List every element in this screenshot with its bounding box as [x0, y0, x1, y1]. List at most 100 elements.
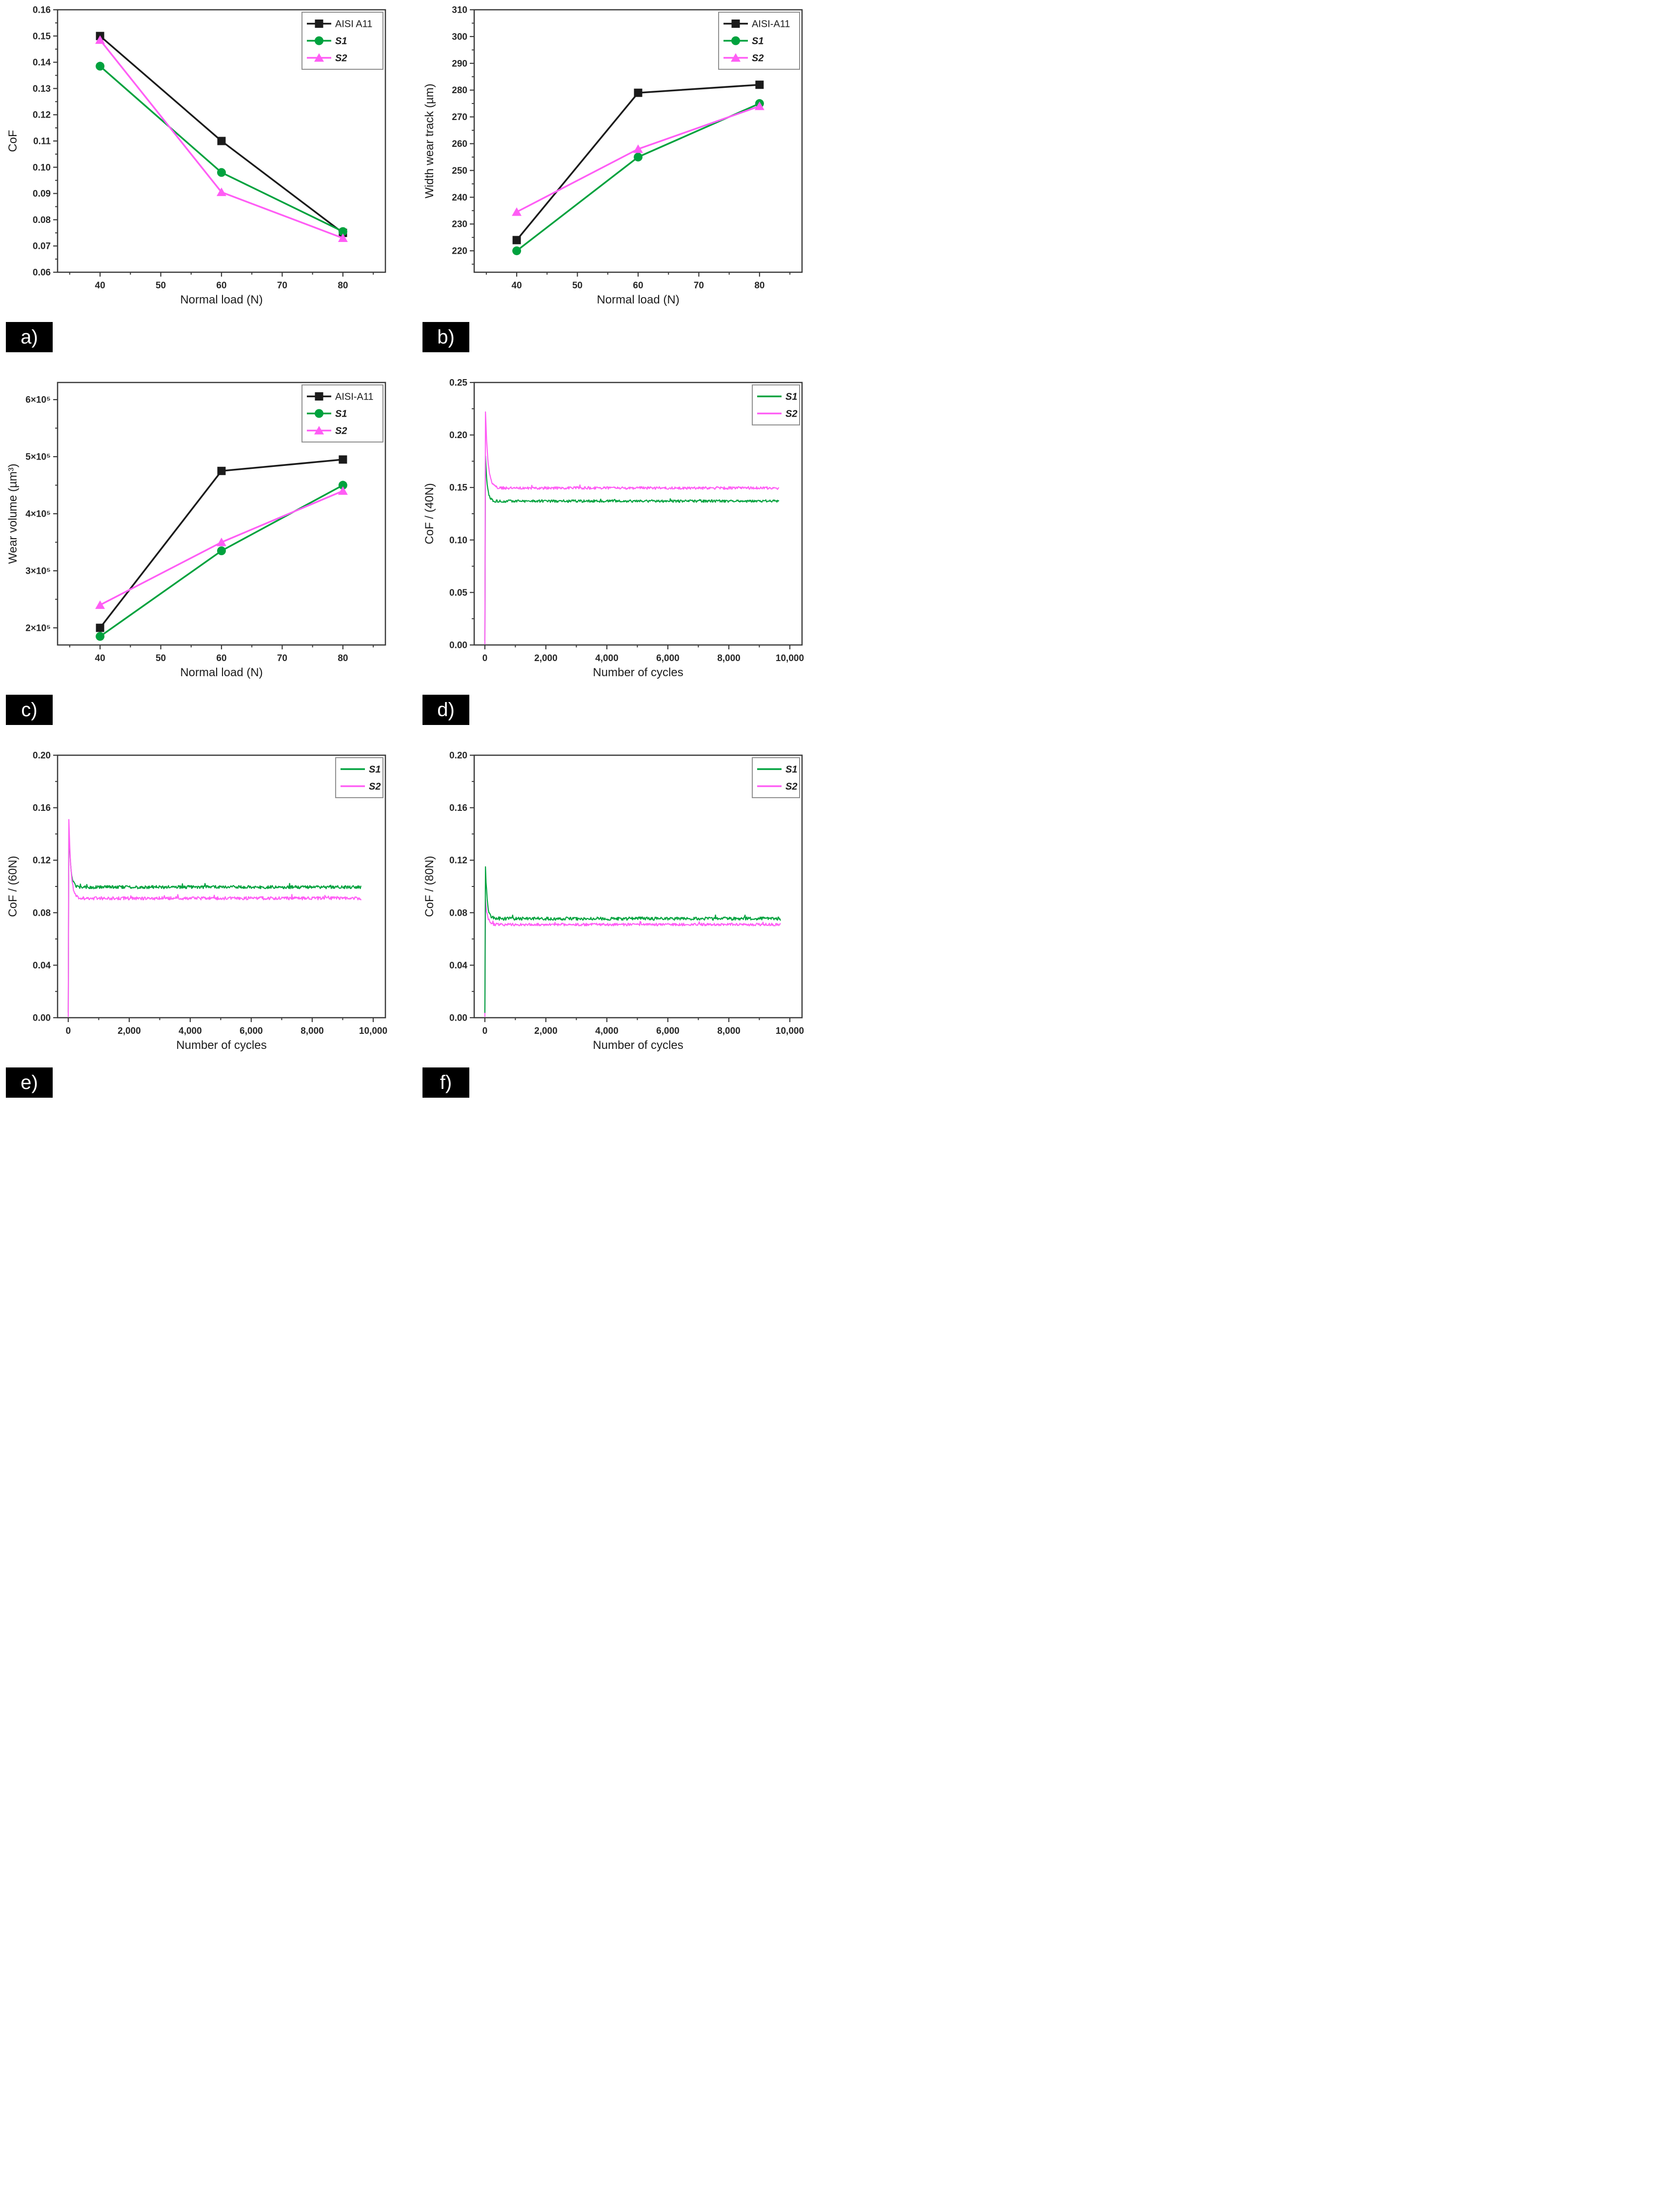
svg-text:0.16: 0.16 — [33, 5, 51, 16]
svg-text:S2: S2 — [369, 782, 381, 792]
svg-text:50: 50 — [572, 281, 582, 291]
svg-text:0.16: 0.16 — [449, 803, 467, 813]
svg-text:80: 80 — [338, 653, 348, 664]
svg-text:Number of cycles: Number of cycles — [593, 1039, 683, 1052]
svg-text:10,000: 10,000 — [776, 1026, 804, 1036]
svg-text:S1: S1 — [785, 764, 797, 775]
figure-page: 40 50 60 70 80 0.06 0.07 0.08 0.09 0.10 0.11 0.12 0.… — [0, 0, 836, 1133]
svg-text:60: 60 — [633, 281, 643, 291]
svg-text:3×10⁵: 3×10⁵ — [25, 566, 51, 576]
svg-text:CoF / (80N): CoF / (80N) — [423, 856, 436, 917]
svg-text:AISI-A11: AISI-A11 — [335, 392, 374, 402]
svg-text:S2: S2 — [785, 409, 797, 420]
panel-e: 0 2,000 4,000 6,000 8,000 10,000 0.00 0.04 0.08 0… — [3, 748, 420, 1121]
svg-text:S1: S1 — [752, 36, 763, 47]
svg-text:6,000: 6,000 — [240, 1026, 263, 1036]
svg-text:0.12: 0.12 — [449, 856, 467, 866]
svg-text:70: 70 — [694, 281, 704, 291]
panel-a: 40 50 60 70 80 0.06 0.07 0.08 0.09 0.10 0.11 0.12 0.… — [3, 3, 420, 376]
svg-text:40: 40 — [512, 281, 522, 291]
svg-text:S1: S1 — [335, 36, 347, 47]
svg-text:5×10⁵: 5×10⁵ — [25, 452, 51, 463]
svg-text:70: 70 — [277, 281, 287, 291]
svg-text:0.13: 0.13 — [33, 84, 51, 94]
chart-cof-60n-trace: 0 2,000 4,000 6,000 8,000 10,000 0.00 0.04 0.08 0… — [6, 751, 387, 1052]
svg-text:0.16: 0.16 — [33, 803, 51, 813]
panel-letter: c) — [21, 699, 38, 721]
panel-letter: e) — [20, 1071, 38, 1093]
panel-letter: f) — [440, 1071, 452, 1093]
svg-text:0.09: 0.09 — [33, 189, 51, 199]
svg-text:250: 250 — [452, 166, 467, 176]
svg-text:10,000: 10,000 — [776, 653, 804, 664]
svg-text:60: 60 — [216, 653, 226, 664]
svg-text:S2: S2 — [335, 53, 347, 64]
svg-text:4,000: 4,000 — [595, 1026, 619, 1036]
svg-text:260: 260 — [452, 139, 467, 149]
svg-text:2,000: 2,000 — [118, 1026, 141, 1036]
svg-text:300: 300 — [452, 32, 467, 42]
svg-text:80: 80 — [338, 281, 348, 291]
figure-grid: 40 50 60 70 80 0.06 0.07 0.08 0.09 0.10 0.11 0.12 0.… — [3, 3, 836, 1121]
svg-text:6×10⁵: 6×10⁵ — [25, 395, 51, 405]
svg-text:10,000: 10,000 — [359, 1026, 387, 1036]
svg-text:290: 290 — [452, 59, 467, 69]
svg-text:8,000: 8,000 — [717, 1026, 741, 1036]
svg-text:0.08: 0.08 — [449, 908, 467, 918]
svg-text:270: 270 — [452, 112, 467, 122]
svg-text:4,000: 4,000 — [179, 1026, 202, 1036]
svg-text:0.20: 0.20 — [33, 751, 51, 761]
svg-text:40: 40 — [95, 281, 105, 291]
svg-text:2×10⁵: 2×10⁵ — [25, 623, 51, 633]
svg-text:S2: S2 — [785, 782, 797, 792]
svg-text:0.05: 0.05 — [449, 588, 467, 598]
panel-f: 0 2,000 4,000 6,000 8,000 10,000 0.00 0.04 0.08 0… — [420, 748, 836, 1121]
chart-cof-vs-load: 40 50 60 70 80 0.06 0.07 0.08 0.09 0.10 0.11 0.12 0.… — [6, 5, 386, 306]
svg-text:Normal load (N): Normal load (N) — [597, 293, 679, 306]
panel-label-c: c) — [6, 695, 53, 725]
svg-text:240: 240 — [452, 193, 467, 203]
svg-text:50: 50 — [156, 653, 166, 664]
svg-text:S1: S1 — [335, 409, 347, 420]
svg-text:S1: S1 — [785, 392, 797, 402]
svg-text:6,000: 6,000 — [656, 653, 680, 664]
svg-text:8,000: 8,000 — [301, 1026, 324, 1036]
svg-text:70: 70 — [277, 653, 287, 664]
svg-text:0: 0 — [66, 1026, 71, 1036]
svg-text:0.06: 0.06 — [33, 268, 51, 278]
panel-c: 40 50 60 70 80 2×10⁵ 3×10⁵ 4×10⁵ 5×10⁵ 6×10⁵ Norma… — [3, 376, 420, 748]
panel-label-f: f) — [422, 1067, 469, 1098]
svg-text:0.00: 0.00 — [449, 641, 467, 651]
svg-text:60: 60 — [216, 281, 226, 291]
panel-d: 0 2,000 4,000 6,000 8,000 10,000 0.00 0.05 0.10 0… — [420, 376, 836, 748]
svg-text:CoF / (60N): CoF / (60N) — [6, 856, 20, 917]
svg-text:Normal load (N): Normal load (N) — [180, 293, 262, 306]
chart-cof-40n-trace: 0 2,000 4,000 6,000 8,000 10,000 0.00 0.05 0.10 0… — [423, 378, 804, 680]
svg-text:40: 40 — [95, 653, 105, 664]
svg-text:0.04: 0.04 — [33, 961, 51, 971]
svg-text:230: 230 — [452, 220, 467, 230]
svg-text:50: 50 — [156, 281, 166, 291]
panel-label-a: a) — [6, 322, 53, 352]
svg-text:0: 0 — [482, 653, 488, 664]
svg-text:0.10: 0.10 — [449, 535, 467, 545]
panel-label-b: b) — [422, 322, 469, 352]
svg-text:0: 0 — [482, 1026, 488, 1036]
svg-text:2,000: 2,000 — [534, 653, 558, 664]
svg-text:280: 280 — [452, 85, 467, 96]
svg-text:310: 310 — [452, 5, 467, 16]
svg-text:Number of cycles: Number of cycles — [593, 666, 683, 679]
svg-text:0.04: 0.04 — [449, 961, 467, 971]
svg-text:CoF: CoF — [6, 130, 20, 152]
svg-text:0.10: 0.10 — [33, 162, 51, 173]
svg-text:4,000: 4,000 — [595, 653, 619, 664]
chart-cof-80n-trace: 0 2,000 4,000 6,000 8,000 10,000 0.00 0.04 0.08 0… — [423, 751, 804, 1052]
svg-text:220: 220 — [452, 246, 467, 257]
svg-text:S2: S2 — [335, 426, 347, 437]
svg-text:AISI-A11: AISI-A11 — [752, 19, 790, 30]
panel-b: 40 50 60 70 80 220 230 240 250 260 270 280 290 300 310… — [420, 3, 836, 376]
panel-label-d: d) — [422, 695, 469, 725]
svg-text:0.14: 0.14 — [33, 58, 51, 68]
svg-text:0.15: 0.15 — [449, 483, 467, 493]
svg-text:2,000: 2,000 — [534, 1026, 558, 1036]
